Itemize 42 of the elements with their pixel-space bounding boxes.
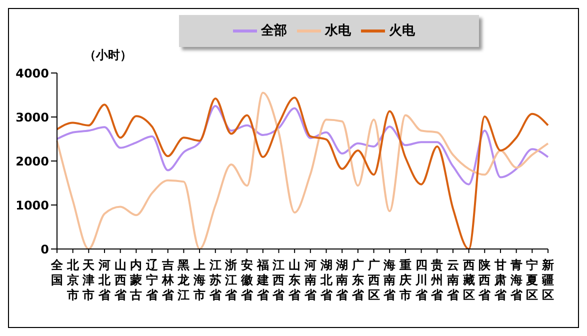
x-tick-label: 山东省 <box>288 258 302 302</box>
x-tick-label: 重庆市 <box>398 258 412 302</box>
x-tick-label: 湖南省 <box>335 258 350 302</box>
x-tick-label: 天津市 <box>82 258 96 302</box>
x-tick-label: 上海市 <box>192 258 206 302</box>
y-tick-label: 0 <box>40 242 49 256</box>
x-tick-label: 甘肃省 <box>493 258 508 302</box>
x-tick-label: 海南省 <box>382 258 397 302</box>
x-tick-label: 湖北省 <box>319 258 334 302</box>
y-tick-label: 2000 <box>16 154 49 168</box>
x-tick-label: 广东省 <box>350 258 365 302</box>
x-tick-label: 广西区 <box>366 258 380 302</box>
x-tick-label: 云南省 <box>446 258 460 302</box>
x-tick-label: 贵州省 <box>430 258 444 302</box>
y-tick-label: 4000 <box>16 66 49 80</box>
legend-label: 全部 <box>261 24 287 39</box>
y-tick-label: 3000 <box>16 110 49 124</box>
x-tick-label: 吉林省 <box>160 258 175 302</box>
x-tick-label: 山西省 <box>113 258 128 302</box>
x-tick-label: 黑龙江 <box>176 258 191 302</box>
legend-label: 火电 <box>389 24 415 39</box>
line-series <box>56 105 549 186</box>
y-tick-label: 1000 <box>16 198 49 212</box>
x-tick-label: 江西省 <box>272 258 286 302</box>
x-tick-label: 宁夏区 <box>525 258 538 302</box>
legend-label: 水电 <box>325 24 351 39</box>
x-tick-label: 河南省 <box>303 258 318 302</box>
x-tick-label: 陕西省 <box>478 258 492 302</box>
x-tick-label: 西藏区 <box>462 258 475 302</box>
x-tick-label: 青海省 <box>509 258 524 302</box>
x-tick-label: 内蒙古 <box>129 258 142 302</box>
x-tick-label: 全国 <box>50 258 64 287</box>
text: （小时） <box>84 47 132 64</box>
x-tick-label: 北京市 <box>66 258 80 302</box>
x-tick-label: 江苏省 <box>208 258 222 302</box>
x-tick-label: 浙江省 <box>224 258 238 302</box>
x-tick-label: 四川省 <box>414 258 428 302</box>
x-tick-label: 安徽省 <box>240 258 254 302</box>
x-tick-label: 辽宁省 <box>145 258 160 302</box>
x-tick-label: 河北省 <box>98 258 112 302</box>
x-tick-label: 新疆区 <box>541 258 554 302</box>
x-tick-label: 福建省 <box>256 258 270 302</box>
